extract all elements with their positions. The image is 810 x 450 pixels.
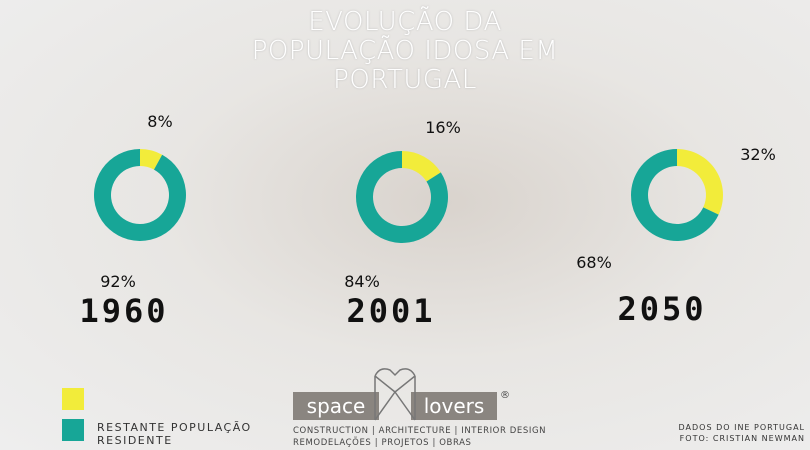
donut-segment [677, 149, 723, 215]
logo-word: lovers [424, 394, 485, 418]
donut-segment [93, 149, 186, 241]
value-label: 8% [147, 112, 172, 131]
value-label: 92% [100, 272, 136, 291]
logo-icon [374, 368, 416, 421]
title: EVOLUÇÃO DA POPULAÇÃO IDOSA EM PORTUGAL [251, 7, 559, 95]
credit: FOTO: CRISTIAN NEWMAN [680, 434, 805, 443]
value-label: 84% [344, 272, 380, 291]
logo-word: space [307, 394, 366, 418]
legend-swatch [62, 419, 84, 441]
donut-segment [402, 151, 441, 182]
value-label: 68% [576, 253, 612, 272]
credit: DADOS DO INE PORTUGAL [679, 423, 805, 432]
logo-box [411, 392, 497, 420]
value-label: 16% [425, 118, 461, 137]
donut-segment [631, 149, 719, 242]
logo-mark: ® [500, 390, 510, 401]
legend-swatch [62, 388, 84, 410]
year-label: 2050 [617, 290, 706, 328]
year-label: 1960 [79, 292, 168, 330]
value-label: 32% [740, 145, 776, 164]
year-label: 2001 [346, 292, 435, 330]
logo-tagline: REMODELAÇÕES | PROJETOS | OBRAS [293, 436, 472, 448]
logo-box [293, 392, 379, 420]
logo-tagline: CONSTRUCTION | ARCHITECTURE | INTERIOR D… [293, 426, 546, 436]
legend-label: RESTANTE POPULAÇÃO RESIDENTE [97, 421, 252, 447]
donut-segment [140, 149, 163, 170]
donut-segment [356, 151, 449, 244]
